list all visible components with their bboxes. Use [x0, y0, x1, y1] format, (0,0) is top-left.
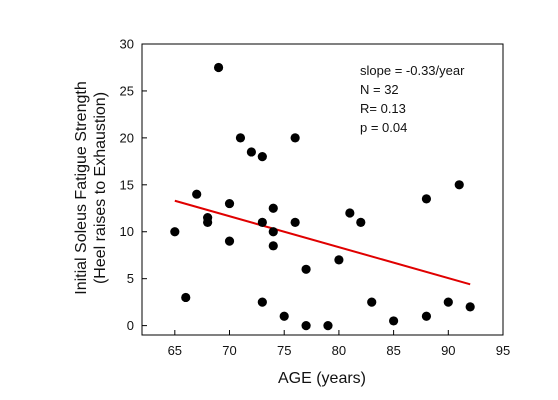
x-tick-label: 75 [277, 343, 291, 358]
stats-annotation: slope = -0.33/year [360, 63, 465, 78]
data-point [356, 217, 366, 227]
data-point [301, 321, 311, 331]
data-point [246, 147, 256, 157]
x-tick-label: 85 [386, 343, 400, 358]
regression-line-group [174, 199, 471, 286]
y-tick-label: 15 [120, 177, 134, 192]
stats-annotation: R= 0.13 [360, 101, 406, 116]
data-point [334, 255, 344, 265]
y-tick-label: 25 [120, 83, 134, 98]
data-point [192, 189, 202, 199]
stats-annotation: N = 32 [360, 82, 399, 97]
x-axis-title: AGE (years) [278, 370, 366, 387]
x-tick-label: 80 [332, 343, 346, 358]
stats-annotation: p = 0.04 [360, 120, 407, 135]
data-point [290, 217, 300, 227]
x-tick-label: 95 [496, 343, 510, 358]
data-point [268, 227, 278, 237]
data-point [170, 227, 180, 237]
data-point [389, 316, 399, 326]
data-point [213, 62, 224, 73]
data-point [257, 297, 267, 307]
x-tick-label: 90 [441, 343, 455, 358]
data-point [465, 302, 475, 312]
data-point [268, 241, 278, 251]
plot-frame [141, 43, 504, 336]
data-point [224, 236, 235, 246]
data-point [443, 297, 453, 307]
y-tick-label: 10 [120, 224, 134, 239]
data-point [421, 194, 432, 204]
data-point [367, 297, 377, 307]
data-point [257, 152, 267, 162]
data-point [203, 217, 213, 227]
data-point [235, 133, 246, 143]
data-point [290, 133, 300, 143]
y-tick-label: 20 [120, 130, 134, 145]
data-point [268, 203, 278, 213]
y-tick-label: 5 [127, 271, 134, 286]
data-point [301, 264, 311, 274]
y-tick-label: 30 [120, 37, 134, 52]
regression-line [174, 199, 471, 286]
data-point [345, 208, 355, 218]
data-point [323, 321, 333, 331]
data-point [181, 292, 191, 303]
data-point [257, 217, 267, 227]
axis-ticks: 65 70 75 80 85 90 95 0 5 10 15 20 25 30 [120, 37, 511, 359]
stats-annotations: slope = -0.33/year N = 32 R= 0.13 p = 0.04 [360, 63, 465, 135]
y-axis-title-line-1: Initial Soleus Fatigue Strength [73, 81, 90, 294]
y-tick-label: 0 [127, 318, 134, 333]
data-points [170, 62, 475, 331]
x-tick-label: 65 [168, 343, 182, 358]
x-tick-label: 70 [222, 343, 236, 358]
data-point [421, 311, 432, 321]
data-point [279, 311, 289, 321]
data-point [224, 198, 235, 209]
y-axis-title-line-2: (Heel raises to Exhaustion) [92, 92, 109, 284]
data-point [454, 180, 464, 190]
